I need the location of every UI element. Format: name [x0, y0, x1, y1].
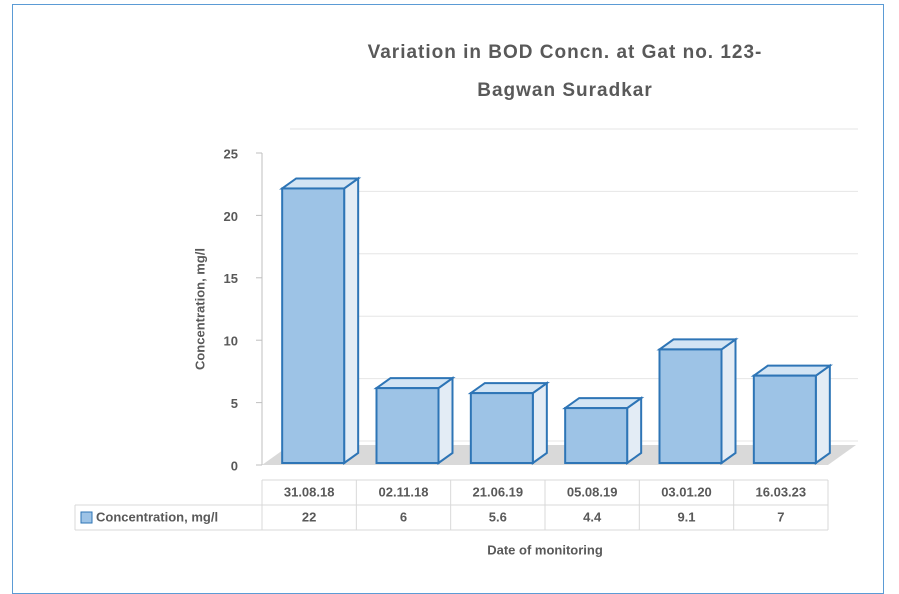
bar-side: [720, 337, 737, 465]
x-tick-label: 03.01.20: [661, 484, 712, 499]
y-tick-label: 10: [224, 334, 238, 349]
table-value: 4.4: [583, 509, 602, 524]
bar-top: [279, 177, 362, 190]
bar: [658, 348, 723, 465]
bar: [564, 407, 629, 465]
y-axis-title: Concentration, mg/l: [192, 248, 207, 370]
bar-side: [626, 396, 643, 465]
y-tick-label: 25: [224, 146, 238, 161]
bar: [752, 374, 817, 465]
y-tick-label: 15: [224, 271, 238, 286]
x-tick-label: 02.11.18: [379, 484, 429, 499]
x-tick-label: 21.06.19: [473, 484, 524, 499]
bar-top: [467, 382, 550, 395]
bar: [469, 392, 534, 464]
bar: [281, 187, 346, 464]
bar: [375, 387, 440, 464]
bar-top: [750, 364, 833, 377]
y-tick-label: 20: [224, 209, 238, 224]
bar-side: [531, 381, 548, 465]
x-tick-label: 16.03.23: [756, 484, 807, 499]
bar-top: [656, 338, 739, 351]
table-value: 5.6: [489, 509, 507, 524]
legend-swatch: [80, 511, 93, 524]
y-tick-label: 5: [231, 396, 238, 411]
table-value: 7: [777, 509, 784, 524]
y-tick-label: 0: [231, 458, 238, 473]
x-tick-label: 31.08.18: [284, 484, 335, 499]
x-tick-label: 05.08.19: [567, 484, 618, 499]
legend-label: Concentration, mg/l: [96, 509, 218, 524]
table-value: 9.1: [677, 509, 695, 524]
bar-side: [343, 176, 360, 465]
bar-side: [437, 376, 454, 465]
table-value: 22: [302, 509, 316, 524]
x-axis-title: Date of monitoring: [487, 542, 603, 557]
table-value: 6: [400, 509, 407, 524]
bar-side: [814, 363, 831, 465]
bar-top: [562, 397, 645, 410]
bar-top: [373, 377, 456, 390]
chart-title: Variation in BOD Concn. at Gat no. 123-B…: [367, 42, 763, 101]
